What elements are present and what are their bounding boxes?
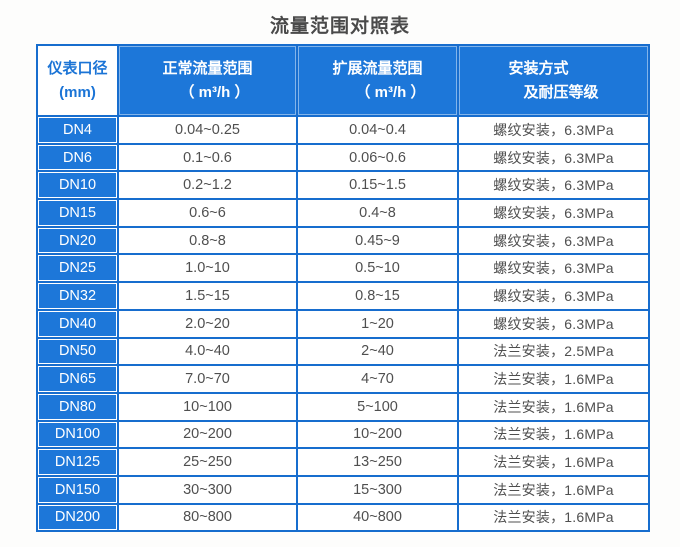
- row-extended-range: 40~800: [296, 502, 459, 533]
- row-dn: DN150: [36, 474, 119, 505]
- row-extended-range: 1~20: [296, 308, 459, 339]
- row-normal-range: 10~100: [117, 391, 298, 422]
- row-extended-range: 0.06~0.6: [296, 142, 459, 173]
- row-dn: DN32: [36, 281, 119, 311]
- row-install: 法兰安装，1.6MPa: [457, 364, 650, 394]
- row-extended-range: 4~70: [296, 364, 459, 394]
- row-normal-range: 0.6~6: [117, 198, 298, 228]
- row-normal-range: 7.0~70: [117, 364, 298, 394]
- header-installation: 安装方式 及耐压等级: [457, 44, 650, 117]
- table-row: DN10 0.2~1.2 0.15~1.5 螺纹安装，6.3MPa: [36, 170, 650, 201]
- page-title: 流量范围对照表: [269, 16, 410, 37]
- row-extended-range: 0.04~0.4: [296, 115, 459, 145]
- row-extended-range: 0.45~9: [296, 225, 459, 256]
- header-row: 仪表口径 (mm) 正常流量范围 （ m³/h ） 扩展流量范围 （ m³/h …: [36, 44, 650, 117]
- header-extended-flow: 扩展流量范围 （ m³/h ）: [296, 44, 459, 117]
- row-normal-range: 80~800: [117, 502, 298, 533]
- table-row: DN20 0.8~8 0.45~9 螺纹安装，6.3MPa: [36, 225, 650, 256]
- header-pressure-rating-label: 及耐压等级: [523, 83, 599, 101]
- header-normal-flow: 正常流量范围 （ m³/h ）: [117, 44, 298, 117]
- row-normal-range: 0.04~0.25: [117, 115, 298, 145]
- row-dn: DN15: [36, 198, 119, 228]
- row-normal-range: 2.0~20: [117, 308, 298, 339]
- flow-range-table: 仪表口径 (mm) 正常流量范围 （ m³/h ） 扩展流量范围 （ m³/h …: [36, 44, 650, 533]
- row-dn: DN80: [36, 391, 119, 422]
- table-body: DN4 0.04~0.25 0.04~0.4 螺纹安装，6.3MPa DN6 0…: [36, 115, 650, 533]
- row-dn: DN100: [36, 419, 119, 450]
- row-normal-range: 1.0~10: [117, 253, 298, 284]
- row-dn: DN125: [36, 447, 119, 477]
- header-extended-flow-label: 扩展流量范围: [332, 60, 423, 78]
- row-normal-range: 20~200: [117, 419, 298, 450]
- table-row: DN25 1.0~10 0.5~10 螺纹安装，6.3MPa: [36, 253, 650, 284]
- row-dn: DN50: [36, 336, 119, 367]
- header-extended-flow-unit: （ m³/h ）: [355, 83, 426, 101]
- table-row: DN40 2.0~20 1~20 螺纹安装，6.3MPa: [36, 308, 650, 339]
- row-dn: DN20: [36, 225, 119, 256]
- table-row: DN65 7.0~70 4~70 法兰安装，1.6MPa: [36, 364, 650, 394]
- row-dn: DN40: [36, 308, 119, 339]
- row-normal-range: 0.2~1.2: [117, 170, 298, 201]
- row-extended-range: 0.4~8: [296, 198, 459, 228]
- row-extended-range: 5~100: [296, 391, 459, 422]
- row-extended-range: 0.15~1.5: [296, 170, 459, 201]
- table-row: DN4 0.04~0.25 0.04~0.4 螺纹安装，6.3MPa: [36, 115, 650, 145]
- row-dn: DN25: [36, 253, 119, 284]
- row-install: 螺纹安装，6.3MPa: [457, 308, 650, 339]
- row-install: 法兰安装，2.5MPa: [457, 336, 650, 367]
- row-normal-range: 25~250: [117, 447, 298, 477]
- table-row: DN125 25~250 13~250 法兰安装，1.6MPa: [36, 447, 650, 477]
- row-extended-range: 15~300: [296, 474, 459, 505]
- row-install: 螺纹安装，6.3MPa: [457, 225, 650, 256]
- row-extended-range: 0.8~15: [296, 281, 459, 311]
- table-row: DN50 4.0~40 2~40 法兰安装，2.5MPa: [36, 336, 650, 367]
- row-normal-range: 0.8~8: [117, 225, 298, 256]
- row-normal-range: 30~300: [117, 474, 298, 505]
- row-install: 法兰安装，1.6MPa: [457, 474, 650, 505]
- row-install: 螺纹安装，6.3MPa: [457, 115, 650, 145]
- table-row: DN6 0.1~0.6 0.06~0.6 螺纹安装，6.3MPa: [36, 142, 650, 173]
- row-extended-range: 2~40: [296, 336, 459, 367]
- table-row: DN80 10~100 5~100 法兰安装，1.6MPa: [36, 391, 650, 422]
- header-normal-flow-unit: （ m³/h ）: [179, 83, 250, 101]
- row-dn: DN4: [36, 115, 119, 145]
- row-install: 法兰安装，1.6MPa: [457, 391, 650, 422]
- row-dn: DN6: [36, 142, 119, 173]
- header-installation-label: 安装方式: [508, 60, 569, 78]
- row-install: 螺纹安装，6.3MPa: [457, 198, 650, 228]
- table-row: DN100 20~200 10~200 法兰安装，1.6MPa: [36, 419, 650, 450]
- table-row: DN200 80~800 40~800 法兰安装，1.6MPa: [36, 502, 650, 533]
- header-meter-diameter: 仪表口径 (mm): [36, 44, 119, 117]
- row-install: 法兰安装，1.6MPa: [457, 419, 650, 450]
- row-normal-range: 1.5~15: [117, 281, 298, 311]
- table-row: DN150 30~300 15~300 法兰安装，1.6MPa: [36, 474, 650, 505]
- row-dn: DN200: [36, 502, 119, 533]
- table-row: DN15 0.6~6 0.4~8 螺纹安装，6.3MPa: [36, 198, 650, 228]
- row-extended-range: 13~250: [296, 447, 459, 477]
- row-install: 法兰安装，1.6MPa: [457, 447, 650, 477]
- header-normal-flow-label: 正常流量范围: [162, 60, 253, 78]
- row-dn: DN10: [36, 170, 119, 201]
- table-row: DN32 1.5~15 0.8~15 螺纹安装，6.3MPa: [36, 281, 650, 311]
- row-install: 法兰安装，1.6MPa: [457, 502, 650, 533]
- row-normal-range: 4.0~40: [117, 336, 298, 367]
- row-extended-range: 10~200: [296, 419, 459, 450]
- row-extended-range: 0.5~10: [296, 253, 459, 284]
- row-install: 螺纹安装，6.3MPa: [457, 281, 650, 311]
- row-normal-range: 0.1~0.6: [117, 142, 298, 173]
- header-meter-diameter-label: 仪表口径: [47, 60, 108, 78]
- row-install: 螺纹安装，6.3MPa: [457, 170, 650, 201]
- row-dn: DN65: [36, 364, 119, 394]
- row-install: 螺纹安装，6.3MPa: [457, 253, 650, 284]
- header-meter-diameter-unit: (mm): [59, 83, 96, 101]
- row-install: 螺纹安装，6.3MPa: [457, 142, 650, 173]
